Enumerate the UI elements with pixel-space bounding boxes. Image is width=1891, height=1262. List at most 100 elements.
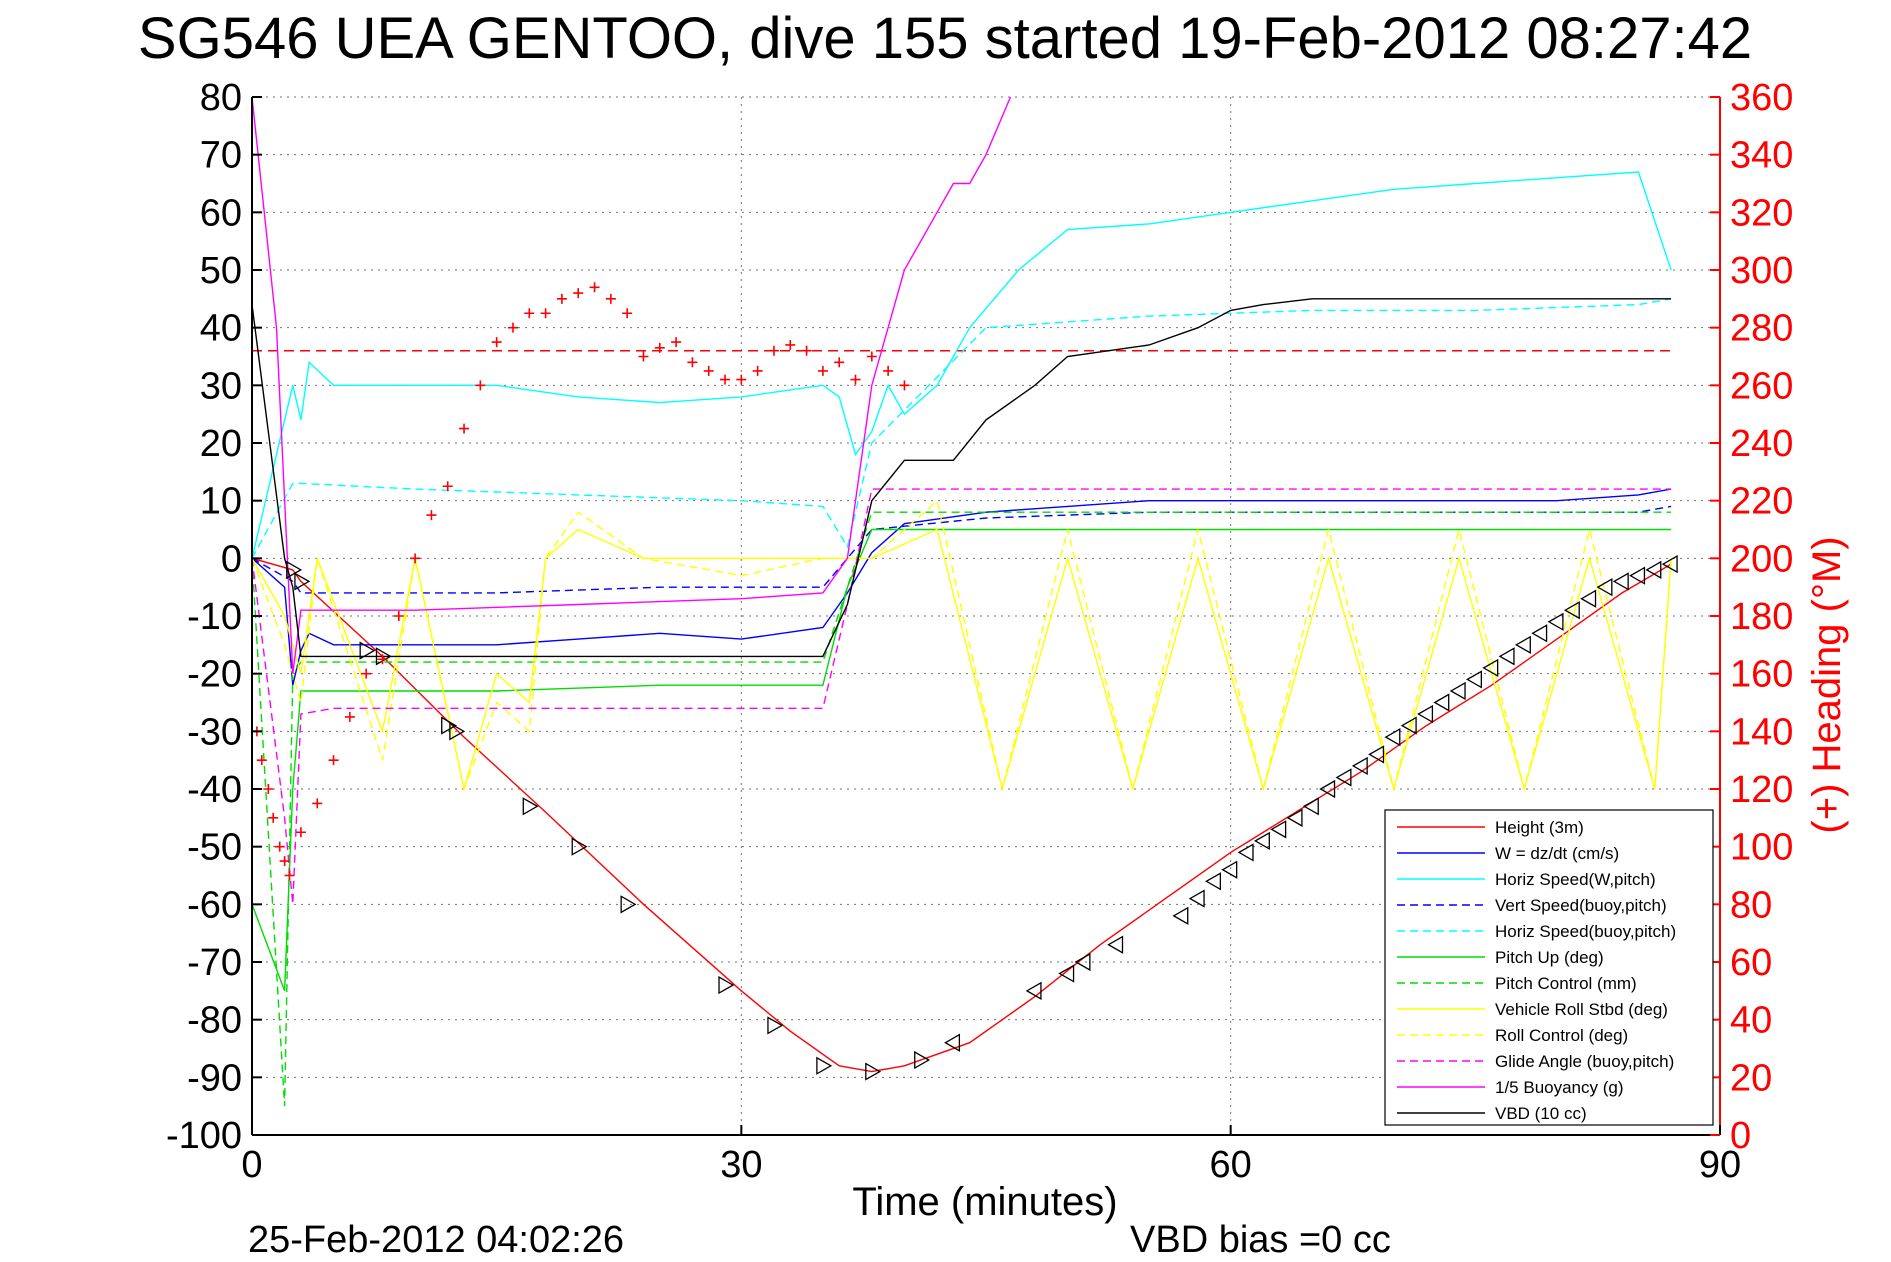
height-marker <box>441 716 458 735</box>
y2-tick-label: 320 <box>1730 192 1793 234</box>
y2-tick-label: 300 <box>1730 250 1793 292</box>
height-marker <box>1400 716 1417 735</box>
y2-tick-label: 20 <box>1730 1057 1772 1099</box>
height-marker <box>286 560 303 579</box>
height-marker <box>1661 554 1678 574</box>
y-tick-label: -30 <box>187 711 242 753</box>
heading-point <box>312 798 323 809</box>
heading-point <box>426 510 437 521</box>
heading-point <box>279 856 290 867</box>
legend-box <box>1384 809 1714 1126</box>
height-marker <box>1449 681 1466 701</box>
height-marker <box>375 647 392 666</box>
heading-point <box>654 342 665 353</box>
y2-tick-label: 60 <box>1730 942 1772 984</box>
heading-point <box>605 293 616 304</box>
height-marker <box>1205 872 1222 891</box>
y2-tick-label: 140 <box>1730 711 1793 753</box>
heading-point <box>866 351 877 362</box>
y2-tick-label: 40 <box>1730 1000 1772 1042</box>
heading-point <box>507 322 518 333</box>
y2-tick-label: 240 <box>1730 423 1793 465</box>
heading-point <box>622 308 633 319</box>
height-marker <box>294 572 311 591</box>
height-marker <box>1237 843 1254 862</box>
y-tick-label: 80 <box>200 77 242 119</box>
heading-point <box>687 357 698 368</box>
series-line-10 <box>251 488 1672 905</box>
y2-tick-label: 100 <box>1730 827 1793 869</box>
legend-entry: VBD (10 cc) <box>1495 1104 1587 1123</box>
y-tick-label: 60 <box>200 192 242 234</box>
legend-entry: Pitch Up (deg) <box>1495 948 1604 967</box>
height-marker <box>914 1050 931 1070</box>
height-marker <box>1433 693 1450 712</box>
heading-point <box>268 812 279 823</box>
heading-point <box>295 827 306 838</box>
heading-point <box>671 337 682 348</box>
heading-point <box>785 339 796 350</box>
height-marker <box>1351 756 1368 776</box>
series-line-7 <box>251 511 1672 1107</box>
y-tick-label: 10 <box>200 481 242 523</box>
axes: 0 30 60 90-100-90-80-70-60-50-40-30-20-1001… <box>166 77 1793 1186</box>
heading-point <box>491 337 502 348</box>
y2-tick-label: 280 <box>1730 308 1793 350</box>
height-marker <box>620 895 637 914</box>
y-tick-label: -100 <box>166 1115 242 1157</box>
heading-point <box>883 365 894 376</box>
legend-entry: Pitch Control (mm) <box>1495 974 1637 993</box>
height-marker <box>522 797 539 816</box>
height-marker <box>1498 647 1515 666</box>
heading-point <box>801 345 812 356</box>
legend-entry: Height (3m) <box>1495 818 1584 837</box>
y-tick-label: -70 <box>187 942 242 984</box>
y-tick-label: 50 <box>200 250 242 292</box>
height-marker <box>1335 768 1352 787</box>
series-line-5 <box>251 298 1672 559</box>
height-marker <box>571 837 588 856</box>
height-marker <box>1074 952 1091 972</box>
heading-point <box>703 365 714 376</box>
heading-point <box>736 374 747 385</box>
series-line-12 <box>251 298 1672 658</box>
y2-tick-label: 0 <box>1730 1115 1751 1157</box>
chart-title: SG546 UEA GENTOO, dive 155 started 19-Fe… <box>138 6 1752 71</box>
legend-entry: 1/5 Buoyancy (g) <box>1495 1078 1624 1097</box>
heading-point <box>638 351 649 362</box>
y-tick-label: -20 <box>187 654 242 696</box>
legend-entry: Vehicle Roll Stbd (deg) <box>1495 1000 1668 1019</box>
height-marker <box>1302 797 1319 816</box>
height-marker <box>767 1016 784 1035</box>
height-marker <box>865 1062 882 1081</box>
heading-point <box>263 784 274 794</box>
legend-entry: Horiz Speed(buoy,pitch) <box>1495 922 1676 941</box>
x-tick-label: 0 <box>241 1144 262 1186</box>
height-marker <box>1596 578 1613 597</box>
height-marker <box>1319 779 1336 799</box>
height-marker <box>1612 572 1629 591</box>
heading-point <box>589 282 600 293</box>
y2-tick-label: 180 <box>1730 596 1793 638</box>
y-tick-label: -50 <box>187 827 242 869</box>
vbd-bias-label: VBD bias =0 cc <box>1130 1219 1391 1261</box>
y2-tick-label: 160 <box>1730 654 1793 696</box>
y-tick-label: 70 <box>200 135 242 177</box>
y2-tick-label: 200 <box>1730 538 1793 580</box>
footer-timestamp: 25-Feb-2012 04:02:26 <box>248 1219 624 1261</box>
y-tick-label: -40 <box>187 769 242 811</box>
height-marker <box>816 1056 833 1075</box>
height-marker <box>1253 831 1270 851</box>
height-marker <box>1482 658 1499 678</box>
heading-point <box>377 654 388 665</box>
series-line-6 <box>251 528 1672 992</box>
series-line-8 <box>251 528 1672 792</box>
y-tick-label: 40 <box>200 308 242 350</box>
heading-point <box>573 288 584 299</box>
legend-entry: Horiz Speed(W,pitch) <box>1495 870 1656 889</box>
heading-point <box>899 380 910 391</box>
heading-point <box>274 841 285 852</box>
height-marker <box>1563 601 1580 620</box>
heading-point <box>344 711 355 722</box>
